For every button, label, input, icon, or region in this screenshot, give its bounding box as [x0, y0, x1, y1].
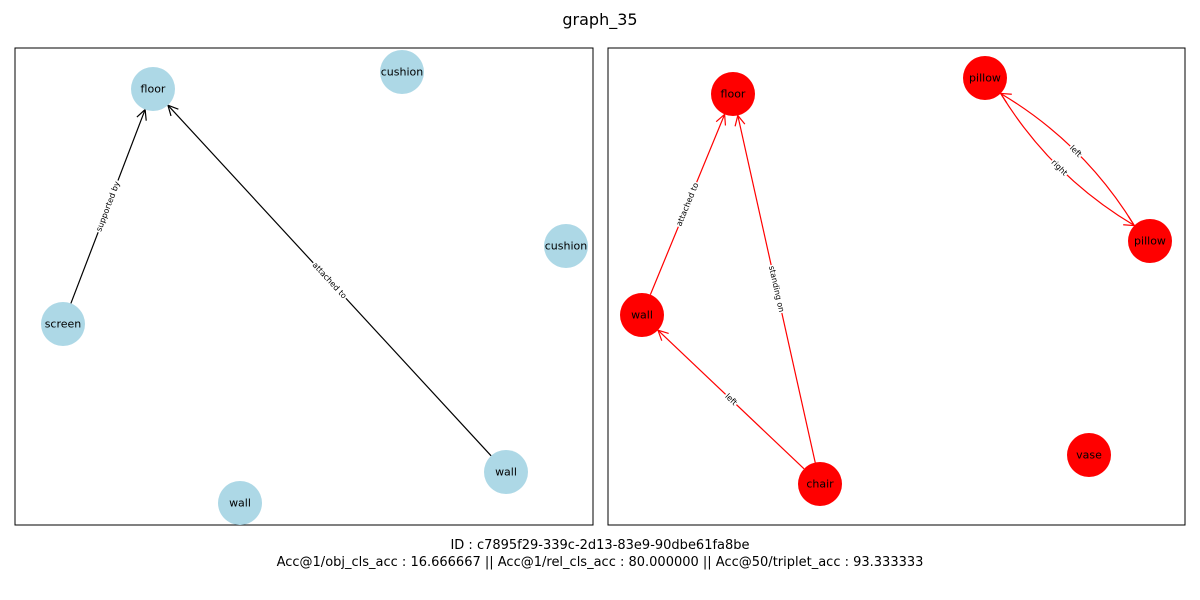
accuracy-line: Acc@1/obj_cls_acc : 16.666667 || Acc@1/r… [276, 555, 924, 570]
left-node-screen [41, 302, 85, 346]
right-node-label-pillow2: pillow [1134, 235, 1166, 248]
right-edge-label-1: standing on [767, 265, 786, 313]
right-edge-label-bg-1 [766, 263, 787, 315]
right-edge-label-0: attached to [675, 181, 701, 227]
left-node-label-floor: floor [141, 83, 166, 96]
left-node-wall2 [218, 481, 262, 525]
figure-title: graph_35 [562, 10, 638, 29]
graph-id-line: ID : c7895f29-339c-2d13-83e9-90dbe61fa8b… [450, 538, 750, 553]
right-node-label-chair: chair [806, 478, 834, 491]
left-edge-label-bg-1 [309, 259, 350, 302]
right-node-pillow1 [963, 56, 1007, 100]
left-node-label-screen: screen [45, 318, 82, 331]
right-edge-4 [1000, 93, 1135, 225]
left-node-label-wall1: wall [495, 466, 517, 479]
left-node-label-cushion1: cushion [381, 66, 424, 79]
right-edge-3 [1001, 93, 1135, 226]
left-edge-label-0: supported by [94, 180, 121, 233]
right-node-label-vase: vase [1076, 449, 1102, 462]
right-node-label-wall: wall [631, 309, 653, 322]
right-node-chair [798, 462, 842, 506]
left-node-label-cushion2: cushion [545, 240, 588, 253]
left-node-label-wall2: wall [229, 497, 251, 510]
right-edge-label-bg-2 [722, 391, 740, 408]
left-edge-label-1: attached to [311, 260, 349, 300]
left-node-cushion2 [544, 224, 588, 268]
right-node-label-floor: floor [721, 88, 746, 101]
right-node-pillow2 [1128, 219, 1172, 263]
left-edge-label-bg-0 [93, 178, 123, 234]
right-graph-panel [607, 47, 1186, 526]
right-node-vase [1067, 433, 1111, 477]
right-node-label-pillow1: pillow [969, 72, 1001, 85]
right-edge-label-bg-4 [1048, 157, 1070, 179]
left-node-cushion1 [380, 50, 424, 94]
right-node-floor [711, 72, 755, 116]
left-node-wall1 [484, 450, 528, 494]
left-node-floor [131, 67, 175, 111]
right-node-wall [620, 293, 664, 337]
right-edge-label-bg-3 [1067, 142, 1085, 160]
right-edge-label-bg-0 [674, 180, 701, 229]
left-graph: supported by attached to floor cushion cushi… [41, 50, 588, 525]
left-graph-panel [14, 47, 594, 526]
